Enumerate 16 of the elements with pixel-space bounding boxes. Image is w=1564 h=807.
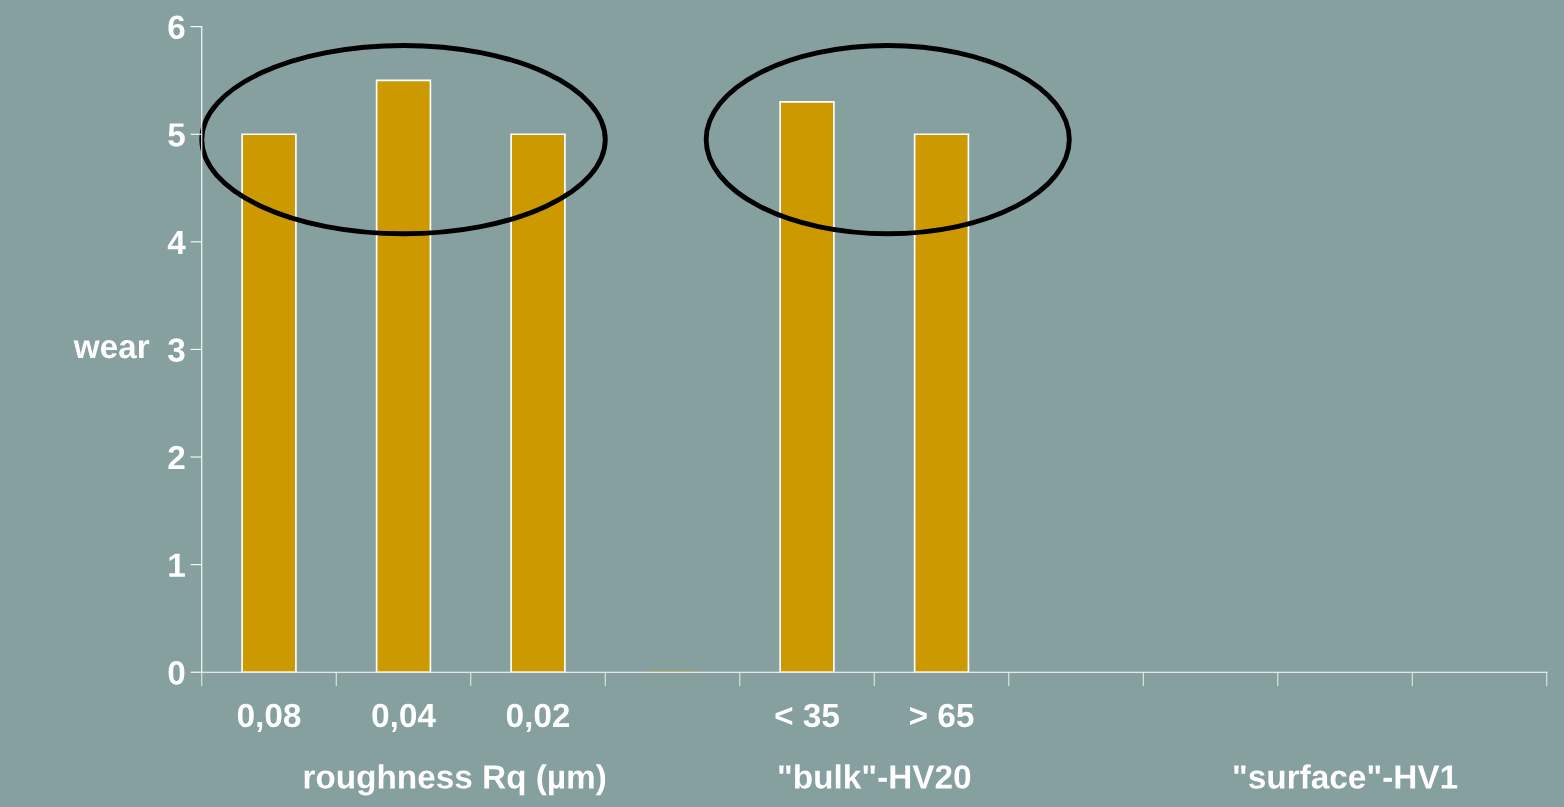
y-tick-label: 1 <box>169 553 185 577</box>
y-tick-label: 2 <box>168 445 185 470</box>
x-tick-label: 0,02 <box>506 703 570 733</box>
x-tick-label: < 35 <box>775 703 839 728</box>
y-axis-title: wear <box>73 340 150 359</box>
y-tick-label: 5 <box>168 123 185 147</box>
text: roughness Rq (µm) <box>304 764 606 796</box>
x-tick-label: > 65 <box>910 703 974 728</box>
x-tick-label: 0,08 <box>237 703 301 733</box>
y-tick-label: 3 <box>168 338 185 362</box>
y-tick-label: 0 <box>168 661 185 685</box>
text: "bulk"-HV20 <box>779 764 971 789</box>
y-tick-label: 4 <box>167 230 186 254</box>
y-tick-label: 6 <box>168 15 185 40</box>
x-tick-label: 0,04 <box>372 703 436 733</box>
text: "surface"-HV1 <box>1234 764 1458 789</box>
